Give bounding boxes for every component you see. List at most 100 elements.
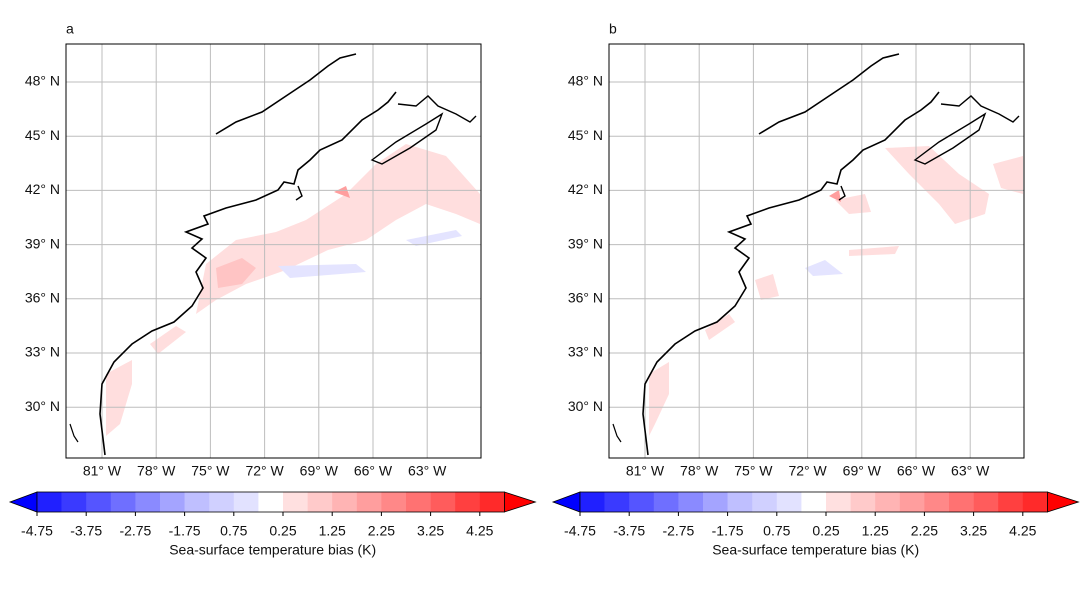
bias-field <box>106 144 480 436</box>
colorbar-box <box>258 492 284 512</box>
lon-label: 81° W <box>83 463 122 479</box>
lon-label: 81° W <box>626 463 665 479</box>
colorbar-box <box>752 492 778 512</box>
bias-field <box>649 146 1023 436</box>
colorbar-tick-label: 3.25 <box>960 523 987 539</box>
colorbar-box <box>209 492 235 512</box>
lon-label: 63° W <box>951 463 990 479</box>
lon-label: 66° W <box>354 463 393 479</box>
colorbar-box <box>160 492 185 512</box>
lat-label: 33° N <box>568 344 603 360</box>
colorbar-box <box>629 492 655 512</box>
lat-label: 48° N <box>568 73 603 89</box>
colorbar-box <box>653 492 679 512</box>
colorbar-box <box>949 492 974 512</box>
colorbar-box <box>580 492 605 512</box>
lat-label: 36° N <box>568 290 603 306</box>
colorbar-tick-label: 1.25 <box>319 523 346 539</box>
lat-label: 39° N <box>25 235 60 251</box>
coastline <box>612 53 1020 456</box>
lon-label: 72° W <box>788 463 827 479</box>
colorbar-box <box>998 492 1024 512</box>
lon-label: 78° W <box>137 463 176 479</box>
colorbar-tick-label: -1.75 <box>169 523 201 539</box>
map-panel: a 48° N 45° N 42° N 39° N 36° N 33° N 30° N 81° … <box>8 21 537 558</box>
colorbar-box <box>776 492 802 512</box>
colorbar-box <box>604 492 630 512</box>
lon-label: 69° W <box>300 463 339 479</box>
colorbar-tick-label: 0.75 <box>220 523 247 539</box>
colorbar-box <box>184 492 210 512</box>
colorbar-under <box>551 491 581 513</box>
lon-label: 78° W <box>680 463 719 479</box>
lon-label: 75° W <box>191 463 230 479</box>
panel-label: b <box>609 21 617 37</box>
colorbar-box <box>899 492 925 512</box>
colorbar-box <box>703 492 728 512</box>
colorbar-tick-label: -2.75 <box>119 523 151 539</box>
map-frame <box>608 43 1025 459</box>
lat-label: 30° N <box>568 398 603 414</box>
colorbar-tick-label: 3.25 <box>417 523 444 539</box>
colorbar-box <box>875 492 901 512</box>
colorbar-tick-label: 0.25 <box>812 523 839 539</box>
map-frame <box>65 43 482 459</box>
colorbar: -4.75 -3.75 -2.75 -1.75 0.75 0.25 1.25 2.25 3.25… <box>551 491 1080 558</box>
colorbar: -4.75 -3.75 -2.75 -1.75 0.75 0.25 1.25 2.25 3.25… <box>8 491 537 558</box>
lat-label: 42° N <box>568 181 603 197</box>
colorbar-box <box>801 492 827 512</box>
lat-label: 45° N <box>568 127 603 143</box>
colorbar-tick-label: -4.75 <box>564 523 596 539</box>
lat-label: 39° N <box>568 235 603 251</box>
colorbar-tick-label: 1.25 <box>862 523 889 539</box>
colorbar-tick-label: -3.75 <box>70 523 102 539</box>
lon-label: 66° W <box>897 463 936 479</box>
lon-label: 69° W <box>843 463 882 479</box>
lat-label: 33° N <box>25 344 60 360</box>
colorbar-tick-label: -3.75 <box>613 523 645 539</box>
colorbar-box <box>678 492 704 512</box>
colorbar-tick-label: -4.75 <box>21 523 53 539</box>
panel-label: a <box>66 21 74 37</box>
lat-label: 30° N <box>25 398 60 414</box>
colorbar-box <box>455 492 481 512</box>
colorbar-frame <box>579 491 1048 513</box>
lat-label: 42° N <box>25 181 60 197</box>
map <box>65 43 482 459</box>
colorbar-tick-label: 4.25 <box>466 523 493 539</box>
colorbar-under <box>8 491 38 513</box>
colorbar-box <box>973 492 999 512</box>
colorbar-box <box>61 492 87 512</box>
colorbar-box <box>826 492 851 512</box>
lat-label: 45° N <box>25 127 60 143</box>
colorbar-tick-label: 4.25 <box>1009 523 1036 539</box>
lat-label: 48° N <box>25 73 60 89</box>
lat-label: 36° N <box>25 290 60 306</box>
colorbar-box <box>110 492 136 512</box>
colorbar-box <box>727 492 753 512</box>
colorbar-box <box>307 492 333 512</box>
colorbar-over <box>1047 491 1080 513</box>
colorbar-box <box>850 492 876 512</box>
colorbar-box <box>381 492 407 512</box>
colorbar-box <box>332 492 358 512</box>
colorbar-tick-label: 2.25 <box>368 523 395 539</box>
colorbar-label: Sea-surface temperature bias (K) <box>712 542 919 558</box>
colorbar-label: Sea-surface temperature bias (K) <box>169 542 376 558</box>
colorbar-box <box>406 492 431 512</box>
colorbar-box <box>924 492 950 512</box>
colorbar-frame <box>36 491 505 513</box>
colorbar-tick-label: -1.75 <box>712 523 744 539</box>
lon-label: 72° W <box>245 463 284 479</box>
colorbar-box <box>135 492 161 512</box>
lon-label: 75° W <box>734 463 773 479</box>
colorbar-box <box>233 492 259 512</box>
colorbar-box <box>86 492 112 512</box>
colorbar-box <box>283 492 308 512</box>
map <box>608 43 1025 459</box>
lon-label: 63° W <box>408 463 447 479</box>
map-panel: b 48° N 45° N 42° N 39° N 36° N 33° N 30° N 81° … <box>551 21 1080 558</box>
colorbar-tick-label: 0.25 <box>269 523 296 539</box>
colorbar-box <box>1022 492 1048 512</box>
